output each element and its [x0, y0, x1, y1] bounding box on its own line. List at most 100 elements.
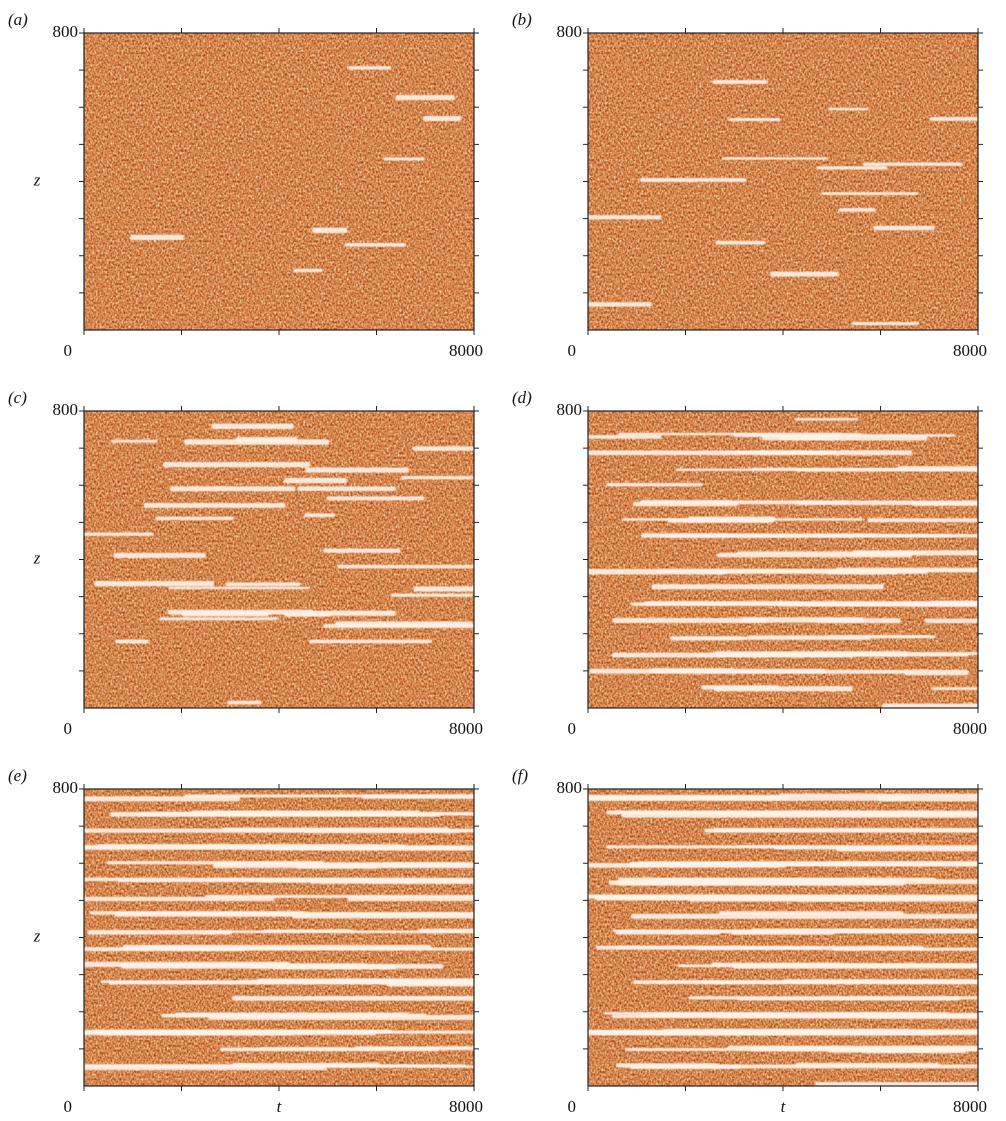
streak: [772, 879, 978, 885]
streak: [588, 1030, 689, 1036]
heatmap-field: [84, 789, 474, 1086]
panel: 0 8000 800 (b): [512, 10, 987, 360]
streak: [284, 477, 347, 484]
streak: [639, 499, 732, 504]
streak: [881, 703, 978, 708]
streak: [911, 502, 978, 506]
streak: [820, 192, 919, 195]
streak: [588, 302, 653, 307]
x-tick-label: 0: [64, 1097, 73, 1116]
panel: 0 8000 800 (e) z t: [8, 766, 483, 1116]
streak: [155, 516, 234, 521]
panel: 0 8000 800 (d): [512, 388, 987, 738]
streak: [293, 268, 323, 272]
streak: [820, 996, 961, 1001]
heatmap: [588, 411, 978, 708]
streak: [751, 467, 910, 471]
streak: [169, 486, 296, 492]
streak: [114, 639, 149, 644]
panel-label: (e): [8, 766, 27, 785]
panel-label: (d): [512, 388, 532, 407]
streaks: [84, 423, 474, 705]
streaks: [588, 418, 978, 708]
streak: [326, 496, 425, 501]
heatmap-field: [84, 411, 474, 708]
streak: [398, 912, 474, 917]
streak: [232, 996, 474, 1001]
streak: [825, 929, 931, 934]
streak: [205, 894, 474, 899]
streak: [84, 796, 240, 802]
heatmap-field: [588, 411, 978, 708]
x-tick-label: 0: [64, 719, 73, 738]
streak: [381, 862, 471, 868]
streak: [413, 586, 474, 592]
streak: [347, 66, 392, 70]
streak: [588, 894, 815, 899]
streak: [271, 1064, 434, 1068]
streak: [827, 1047, 933, 1053]
streak: [663, 1028, 910, 1034]
streak: [588, 215, 662, 220]
streak: [712, 500, 850, 505]
streak: [588, 794, 783, 800]
streak: [794, 418, 858, 421]
streak: [94, 580, 215, 587]
x-tick-label: 0: [568, 1097, 577, 1116]
streak: [296, 811, 474, 816]
streak: [390, 593, 473, 597]
streak: [113, 552, 206, 559]
streak: [296, 863, 379, 869]
streak: [108, 980, 435, 985]
streak: [395, 95, 455, 101]
streak: [651, 584, 884, 590]
streak: [84, 947, 246, 952]
heatmap-field: [84, 33, 474, 330]
streak: [838, 208, 876, 212]
streak: [401, 475, 474, 480]
streak: [924, 618, 978, 624]
streak: [167, 609, 314, 615]
streak: [815, 1082, 978, 1086]
streak: [369, 878, 474, 884]
x-tick-label: 0: [568, 341, 577, 360]
streak: [114, 911, 310, 917]
streak: [606, 482, 703, 487]
streak: [588, 435, 662, 439]
streak: [851, 321, 919, 326]
streak: [323, 548, 401, 553]
panel: 0 8000 800 (a) z: [8, 10, 483, 360]
y-tick-label: 800: [557, 400, 583, 419]
streak: [616, 1063, 719, 1068]
heatmap: [84, 789, 474, 1086]
streak: [827, 569, 899, 575]
streak: [715, 240, 766, 245]
streak: [383, 157, 425, 161]
streak: [714, 651, 908, 656]
streak: [704, 828, 978, 833]
streak: [213, 810, 325, 816]
streak: [721, 157, 828, 160]
streak: [770, 271, 839, 277]
streak: [309, 639, 432, 644]
heatmap-field: [588, 789, 978, 1086]
streak: [227, 700, 262, 705]
streak: [827, 107, 869, 111]
x-tick-label: 8000: [449, 341, 483, 360]
streak: [130, 234, 184, 240]
streak: [312, 227, 348, 234]
streak: [632, 980, 978, 985]
streak: [612, 617, 767, 624]
streak: [669, 636, 743, 641]
y-tick-label: 800: [557, 778, 583, 797]
streak: [727, 1045, 978, 1049]
x-tick-label: 8000: [953, 719, 987, 738]
streak: [161, 1013, 389, 1018]
streak: [724, 811, 978, 815]
streak: [87, 929, 233, 935]
streak: [221, 827, 450, 832]
y-tick-label: 800: [53, 22, 79, 41]
streak: [412, 446, 474, 451]
panel-label: (f): [512, 766, 528, 785]
streak: [344, 243, 406, 247]
